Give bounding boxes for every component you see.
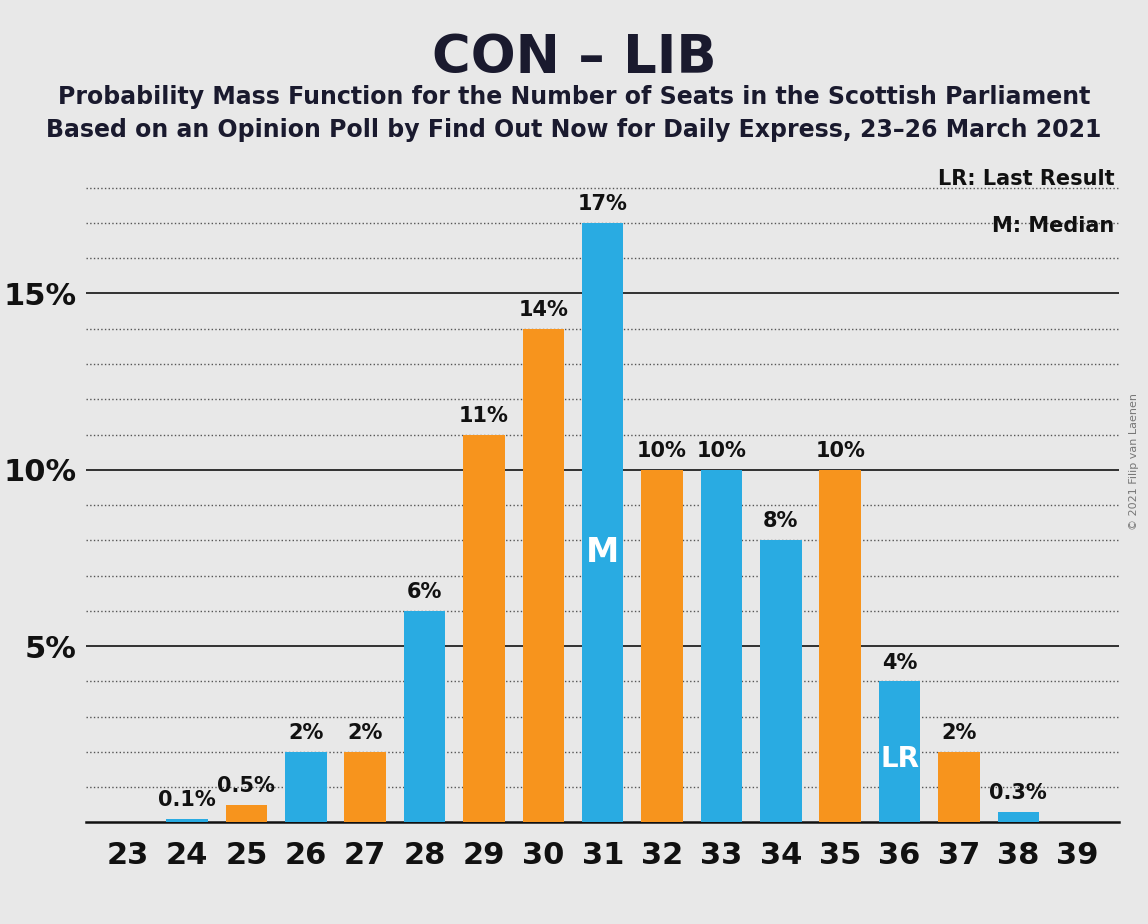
Text: Based on an Opinion Poll by Find Out Now for Daily Express, 23–26 March 2021: Based on an Opinion Poll by Find Out Now…	[46, 118, 1102, 142]
Text: 10%: 10%	[637, 441, 687, 461]
Bar	[700, 469, 743, 822]
Bar	[820, 469, 861, 822]
Text: 17%: 17%	[577, 194, 628, 214]
Bar	[582, 223, 623, 822]
Text: © 2021 Filip van Laenen: © 2021 Filip van Laenen	[1128, 394, 1139, 530]
Bar	[226, 805, 267, 822]
Bar	[166, 819, 208, 822]
Text: 10%: 10%	[697, 441, 746, 461]
Text: 8%: 8%	[763, 512, 799, 531]
Text: 2%: 2%	[348, 723, 383, 743]
Text: CON – LIB: CON – LIB	[432, 32, 716, 84]
Text: M: M	[587, 536, 619, 569]
Text: 10%: 10%	[815, 441, 866, 461]
Bar	[404, 611, 445, 822]
Bar	[879, 681, 921, 822]
Text: 2%: 2%	[941, 723, 977, 743]
Text: 0.1%: 0.1%	[158, 790, 216, 810]
Text: 14%: 14%	[519, 300, 568, 320]
Text: 0.3%: 0.3%	[990, 783, 1047, 803]
Bar	[285, 752, 326, 822]
Bar	[938, 752, 979, 822]
Bar	[760, 541, 801, 822]
Text: 0.5%: 0.5%	[217, 776, 276, 796]
Bar	[463, 434, 505, 822]
Bar	[344, 752, 386, 822]
Text: M: Median: M: Median	[992, 216, 1114, 237]
Text: 2%: 2%	[288, 723, 324, 743]
Text: 4%: 4%	[882, 652, 917, 673]
Text: Probability Mass Function for the Number of Seats in the Scottish Parliament: Probability Mass Function for the Number…	[57, 85, 1091, 109]
Text: LR: Last Result: LR: Last Result	[938, 169, 1114, 189]
Text: LR: LR	[881, 745, 920, 772]
Text: 6%: 6%	[406, 582, 442, 602]
Text: 11%: 11%	[459, 406, 509, 426]
Bar	[642, 469, 683, 822]
Bar	[998, 812, 1039, 822]
Bar	[522, 329, 564, 822]
